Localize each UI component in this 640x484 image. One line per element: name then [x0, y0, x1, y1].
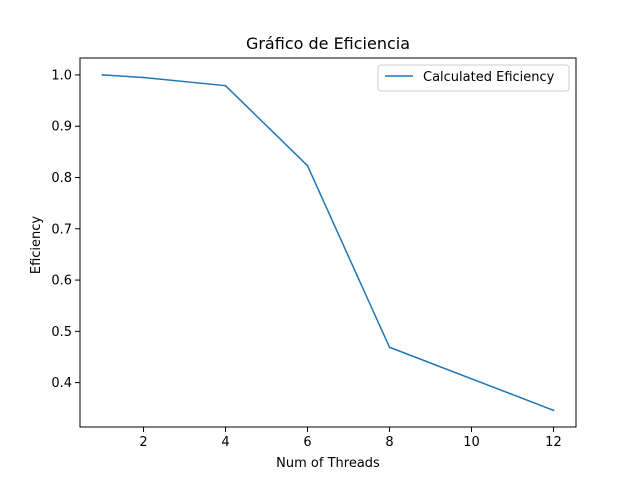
chart-title: Gráfico de Eficiencia [246, 34, 410, 53]
data-point [552, 409, 555, 412]
x-tick-label: 10 [463, 435, 480, 450]
y-axis-ticks: 0.4 0.5 0.6 0.7 0.8 0.9 1.0 [51, 68, 80, 391]
y-tick-label: 1.0 [51, 68, 72, 83]
series-line-0 [101, 74, 555, 412]
data-point [101, 74, 104, 76]
x-axis-label: Num of Threads [276, 456, 380, 471]
legend: Calculated Eficiency [377, 64, 570, 92]
data-point [306, 164, 309, 167]
plot-area-frame [79, 57, 577, 428]
data-point [388, 346, 391, 349]
series-layer [101, 74, 555, 412]
x-tick-label: 12 [545, 435, 562, 450]
x-tick-label: 8 [385, 435, 393, 450]
y-tick-label: 0.7 [51, 222, 72, 237]
x-axis-ticks: 2 4 6 8 10 12 [139, 427, 562, 450]
y-tick-label: 0.8 [51, 171, 72, 186]
y-tick-label: 0.6 [51, 274, 72, 289]
y-tick-label: 0.5 [51, 325, 72, 340]
y-axis-label: Eficiency [29, 216, 44, 275]
x-tick-label: 2 [139, 435, 147, 450]
legend-frame [377, 64, 570, 92]
x-tick-label: 4 [221, 435, 229, 450]
y-tick-label: 0.9 [51, 120, 72, 135]
y-tick-label: 0.4 [51, 376, 72, 391]
legend-label-calculated-eficiency: Calculated Eficiency [423, 70, 555, 85]
data-point [142, 76, 145, 79]
data-point [224, 84, 227, 87]
x-tick-label: 6 [303, 435, 311, 450]
